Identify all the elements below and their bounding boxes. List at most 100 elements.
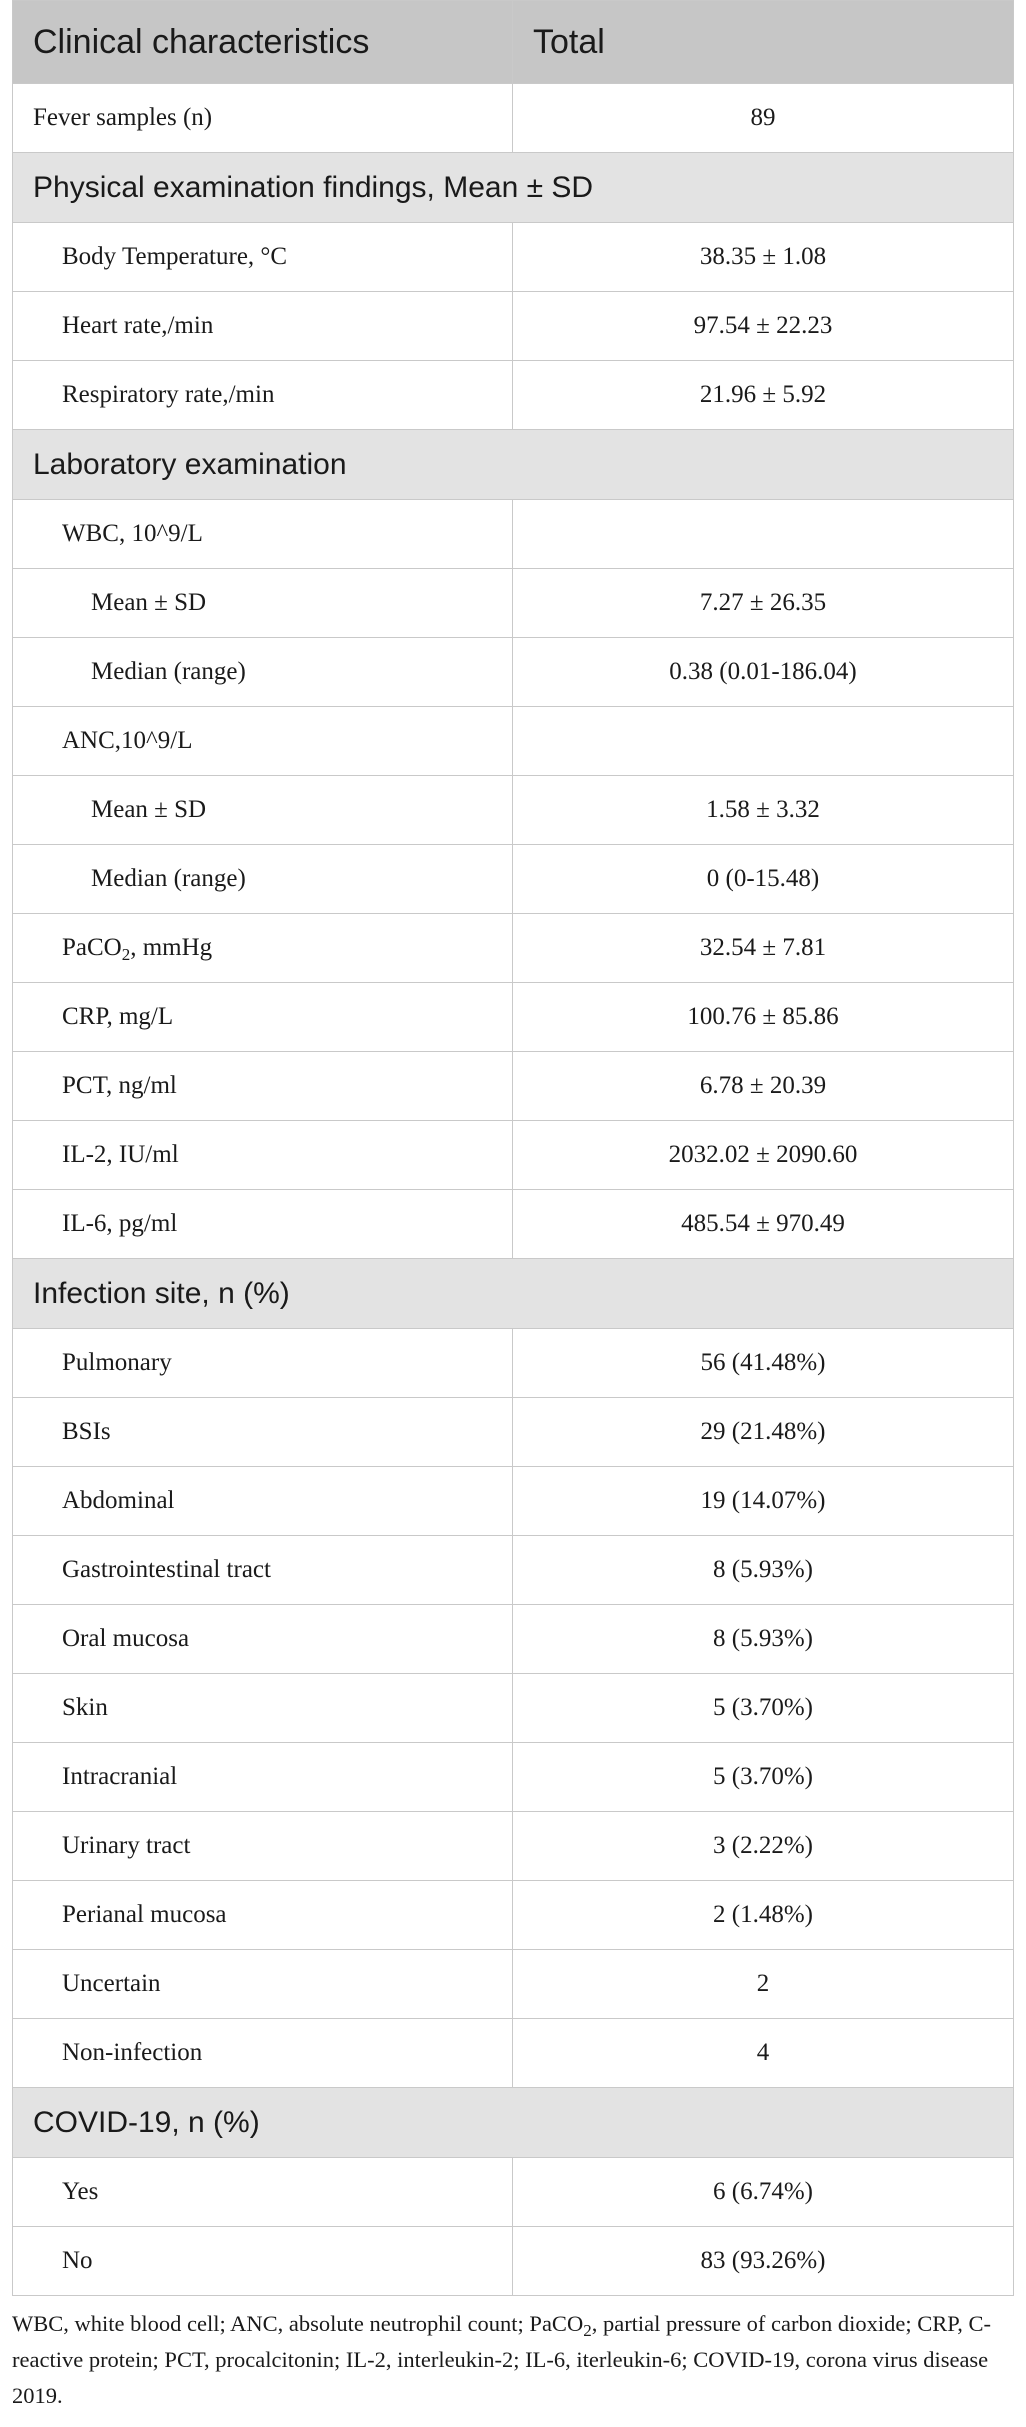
row-value: 0.38 (0.01-186.04) — [512, 637, 1014, 707]
header-characteristics: Clinical characteristics — [12, 0, 513, 84]
row-label: IL-2, IU/ml — [12, 1120, 513, 1190]
row-label: Uncertain — [12, 1949, 513, 2019]
row-label: Median (range) — [12, 637, 513, 707]
row-value: 5 (3.70%) — [512, 1742, 1014, 1812]
table-row: WBC, 10^9/L — [12, 499, 1014, 569]
row-label: Yes — [12, 2157, 513, 2227]
label-text: PaCO — [62, 934, 122, 961]
table-row: Skin 5 (3.70%) — [12, 1673, 1014, 1743]
row-label: Oral mucosa — [12, 1604, 513, 1674]
row-value: 8 (5.93%) — [512, 1535, 1014, 1605]
table-row: Mean ± SD 1.58 ± 3.32 — [12, 775, 1014, 845]
row-value: 2 — [512, 1949, 1014, 2019]
row-value: 38.35 ± 1.08 — [512, 222, 1014, 292]
row-value — [512, 706, 1014, 776]
row-label: Perianal mucosa — [12, 1880, 513, 1950]
row-label: Mean ± SD — [12, 775, 513, 845]
table-row: Fever samples (n) 89 — [12, 83, 1014, 153]
row-label: Intracranial — [12, 1742, 513, 1812]
footnote-text: , partial pressure of carbon dioxide; CR… — [12, 2311, 992, 2408]
section-header-row: Physical examination findings, Mean ± SD — [12, 152, 1014, 223]
row-label: Urinary tract — [12, 1811, 513, 1881]
clinical-characteristics-table: Clinical characteristics Total Fever sam… — [12, 0, 1014, 2296]
row-value — [512, 499, 1014, 569]
row-label: Pulmonary — [12, 1328, 513, 1398]
row-label: ANC,10^9/L — [12, 706, 513, 776]
row-label: Abdominal — [12, 1466, 513, 1536]
section-title: COVID-19, n (%) — [12, 2087, 1014, 2158]
table-row: BSIs 29 (21.48%) — [12, 1397, 1014, 1467]
table-row: Respiratory rate,/min 21.96 ± 5.92 — [12, 360, 1014, 430]
row-value: 56 (41.48%) — [512, 1328, 1014, 1398]
table-row: Yes 6 (6.74%) — [12, 2157, 1014, 2227]
section-title: Laboratory examination — [12, 429, 1014, 500]
section-header-row: Laboratory examination — [12, 429, 1014, 500]
table-row: ANC,10^9/L — [12, 706, 1014, 776]
row-value: 3 (2.22%) — [512, 1811, 1014, 1881]
row-label: Non-infection — [12, 2018, 513, 2088]
row-value: 83 (93.26%) — [512, 2226, 1014, 2296]
row-value: 8 (5.93%) — [512, 1604, 1014, 1674]
label-text: , mmHg — [130, 934, 213, 961]
row-value: 7.27 ± 26.35 — [512, 568, 1014, 638]
section-header-row: Infection site, n (%) — [12, 1258, 1014, 1329]
footnote-text: WBC, white blood cell; ANC, absolute neu… — [12, 2311, 584, 2336]
table-row: CRP, mg/L 100.76 ± 85.86 — [12, 982, 1014, 1052]
row-value: 19 (14.07%) — [512, 1466, 1014, 1536]
row-label: Fever samples (n) — [12, 83, 513, 153]
row-value: 21.96 ± 5.92 — [512, 360, 1014, 430]
table-row: Mean ± SD 7.27 ± 26.35 — [12, 568, 1014, 638]
row-value: 0 (0-15.48) — [512, 844, 1014, 914]
row-label: PaCO2, mmHg — [12, 913, 513, 983]
row-value: 6.78 ± 20.39 — [512, 1051, 1014, 1121]
row-label: IL-6, pg/ml — [12, 1189, 513, 1259]
table-header-row: Clinical characteristics Total — [12, 0, 1014, 84]
row-label: Skin — [12, 1673, 513, 1743]
row-value: 29 (21.48%) — [512, 1397, 1014, 1467]
table-row: No 83 (93.26%) — [12, 2226, 1014, 2296]
row-label: WBC, 10^9/L — [12, 499, 513, 569]
row-label: Body Temperature, °C — [12, 222, 513, 292]
table-row: Oral mucosa 8 (5.93%) — [12, 1604, 1014, 1674]
section-header-row: COVID-19, n (%) — [12, 2087, 1014, 2158]
row-value: 100.76 ± 85.86 — [512, 982, 1014, 1052]
table-row: Body Temperature, °C 38.35 ± 1.08 — [12, 222, 1014, 292]
table-row: Abdominal 19 (14.07%) — [12, 1466, 1014, 1536]
row-value: 32.54 ± 7.81 — [512, 913, 1014, 983]
label-subscript: 2 — [121, 945, 131, 964]
table-row: Intracranial 5 (3.70%) — [12, 1742, 1014, 1812]
table-row: Heart rate,/min 97.54 ± 22.23 — [12, 291, 1014, 361]
row-label: Gastrointestinal tract — [12, 1535, 513, 1605]
row-value: 1.58 ± 3.32 — [512, 775, 1014, 845]
row-label: Median (range) — [12, 844, 513, 914]
table-row: PCT, ng/ml 6.78 ± 20.39 — [12, 1051, 1014, 1121]
header-total: Total — [512, 0, 1014, 84]
row-value: 485.54 ± 970.49 — [512, 1189, 1014, 1259]
row-value: 2 (1.48%) — [512, 1880, 1014, 1950]
table-row: Pulmonary 56 (41.48%) — [12, 1328, 1014, 1398]
row-value: 2032.02 ± 2090.60 — [512, 1120, 1014, 1190]
footnote-subscript: 2 — [583, 2321, 592, 2340]
row-value: 6 (6.74%) — [512, 2157, 1014, 2227]
table-row: PaCO2, mmHg 32.54 ± 7.81 — [12, 913, 1014, 983]
row-label: Heart rate,/min — [12, 291, 513, 361]
table-row: Perianal mucosa 2 (1.48%) — [12, 1880, 1014, 1950]
row-label: Respiratory rate,/min — [12, 360, 513, 430]
row-label: PCT, ng/ml — [12, 1051, 513, 1121]
table-footnote: WBC, white blood cell; ANC, absolute neu… — [12, 2306, 1016, 2414]
row-label: Mean ± SD — [12, 568, 513, 638]
row-label: BSIs — [12, 1397, 513, 1467]
characteristics-table-container: Clinical characteristics Total Fever sam… — [12, 0, 1014, 2296]
table-row: Gastrointestinal tract 8 (5.93%) — [12, 1535, 1014, 1605]
section-title: Physical examination findings, Mean ± SD — [12, 152, 1014, 223]
table-row: Urinary tract 3 (2.22%) — [12, 1811, 1014, 1881]
section-title: Infection site, n (%) — [12, 1258, 1014, 1329]
row-value: 97.54 ± 22.23 — [512, 291, 1014, 361]
row-label: CRP, mg/L — [12, 982, 513, 1052]
row-value: 4 — [512, 2018, 1014, 2088]
table-row: Non-infection 4 — [12, 2018, 1014, 2088]
row-label: No — [12, 2226, 513, 2296]
table-row: IL-6, pg/ml 485.54 ± 970.49 — [12, 1189, 1014, 1259]
table-row: Median (range) 0 (0-15.48) — [12, 844, 1014, 914]
table-row: IL-2, IU/ml 2032.02 ± 2090.60 — [12, 1120, 1014, 1190]
